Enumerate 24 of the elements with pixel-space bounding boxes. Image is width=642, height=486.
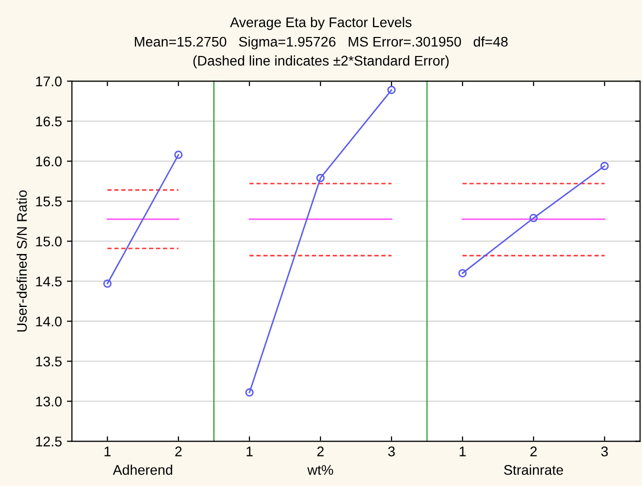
y-tick-label: 14.5 [36,276,62,286]
x-tick-label: 2 [175,446,182,456]
x-tick-label: 3 [601,446,608,456]
y-tick-label: 16.0 [36,156,62,166]
x-axis-title: Strainrate [504,464,564,475]
chart-title: Average Eta by Factor Levels [230,17,412,30]
y-tick-label: 13.0 [36,396,62,406]
x-tick-label: 3 [388,446,395,456]
y-tick-label: 15.5 [36,196,62,206]
x-tick-label: 1 [246,446,253,456]
y-tick-label: 13.5 [36,356,62,366]
x-axis-title: Adherend [112,464,172,475]
y-tick-label: 17.0 [36,76,62,86]
y-tick-label: 15.0 [36,236,62,246]
x-tick-label: 1 [460,446,466,456]
x-axis-title: wt% [307,465,334,475]
y-tick-label: 12.5 [36,436,62,446]
x-tick-label: 1 [104,446,111,456]
y-tick-label: 16.5 [36,116,62,126]
y-tick-label: 14.0 [36,316,62,326]
chart-subtitle: Mean=15.2750 Sigma=1.95726 MS Error=.301950 df=48 (Dashed line indicates ±2*Standard Error) [134,36,508,68]
x-tick-label: 2 [530,446,537,456]
x-tick-label: 2 [317,446,324,456]
y-axis-title: User-defined S/N Ratio [16,190,27,332]
